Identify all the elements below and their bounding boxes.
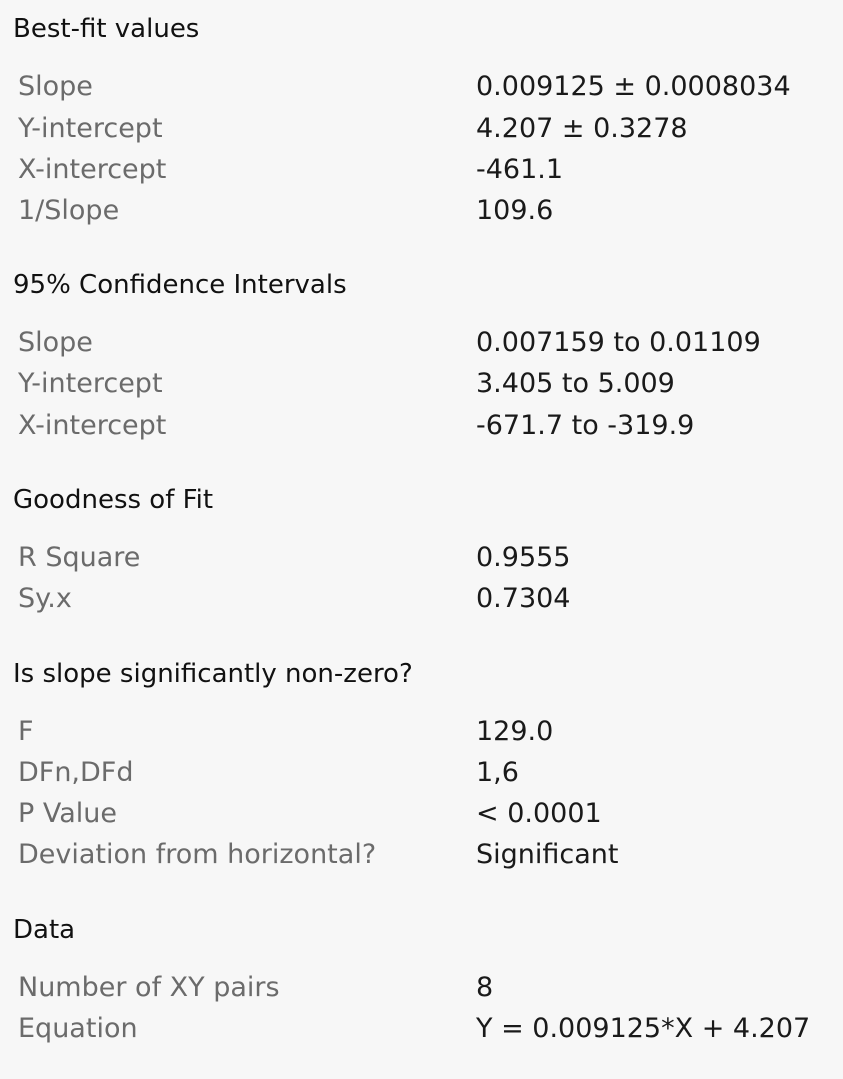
row-value-r-square: 0.9555	[476, 542, 571, 573]
row-value-inverse-slope: 109.6	[476, 195, 554, 226]
row-value-xy-pairs: 8	[476, 972, 494, 1003]
row-value-syx: 0.7304	[476, 583, 571, 614]
row-label-slope: Slope	[18, 71, 93, 102]
row-label-dfn-dfd: DFn,DFd	[18, 757, 134, 788]
row-value-ci-y-intercept: 3.405 to 5.009	[476, 368, 675, 399]
row-value-f: 129.0	[476, 716, 554, 747]
row-label-ci-y-intercept: Y-intercept	[18, 368, 163, 399]
row-label-ci-slope: Slope	[18, 327, 93, 358]
section-title-goodness-of-fit: Goodness of Fit	[13, 485, 214, 515]
row-value-equation: Y = 0.009125*X + 4.207	[476, 1013, 811, 1044]
row-value-dfn-dfd: 1,6	[476, 757, 519, 788]
row-label-x-intercept: X-intercept	[18, 154, 167, 185]
row-label-p-value: P Value	[18, 798, 118, 829]
row-value-ci-x-intercept: -671.7 to -319.9	[476, 410, 695, 441]
row-label-equation: Equation	[18, 1013, 138, 1044]
row-label-xy-pairs: Number of XY pairs	[18, 972, 280, 1003]
row-value-deviation: Significant	[476, 839, 619, 870]
row-value-x-intercept: -461.1	[476, 154, 564, 185]
row-label-ci-x-intercept: X-intercept	[18, 410, 167, 441]
row-label-y-intercept: Y-intercept	[18, 113, 163, 144]
section-title-confidence-intervals: 95% Confidence Intervals	[13, 270, 347, 300]
row-value-p-value: < 0.0001	[476, 798, 602, 829]
row-label-f: F	[18, 716, 34, 747]
row-value-slope: 0.009125 ± 0.0008034	[476, 71, 791, 102]
row-label-deviation: Deviation from horizontal?	[18, 839, 377, 870]
row-label-inverse-slope: 1/Slope	[18, 195, 120, 226]
section-title-best-fit-values: Best-fit values	[13, 14, 200, 44]
row-label-syx: Sy.x	[18, 583, 72, 614]
row-value-y-intercept: 4.207 ± 0.3278	[476, 113, 688, 144]
section-title-data: Data	[13, 915, 76, 945]
section-title-slope-significance: Is slope significantly non-zero?	[13, 659, 413, 689]
row-value-ci-slope: 0.007159 to 0.01109	[476, 327, 761, 358]
row-label-r-square: R Square	[18, 542, 141, 573]
